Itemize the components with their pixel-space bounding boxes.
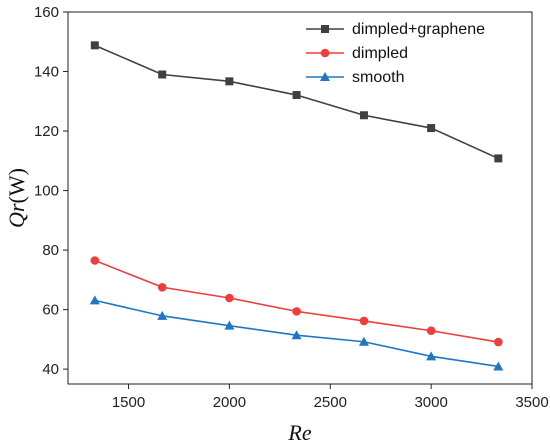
legend-label: smooth (352, 69, 404, 86)
legend: dimpled+graphene dimpled smooth (306, 21, 485, 86)
y-tick-label: 120 (34, 123, 59, 140)
y-tick-label: 160 (34, 4, 59, 21)
series-dimpled (90, 256, 503, 347)
y-tick-label: 140 (34, 64, 59, 81)
y-axis-title-quantity: Qr (4, 203, 29, 228)
legend-marker (320, 72, 330, 81)
y-tick-label: 100 (34, 183, 59, 200)
series-line-dimpled (94, 259, 499, 343)
x-tick-label: 3000 (414, 394, 447, 411)
data-point-dimpled-graphene (90, 41, 99, 50)
series-line-dimpled-graphene (94, 44, 499, 160)
legend-marker (320, 48, 330, 58)
axis-ticks: 1500 2000 2500 3000 3500 40 60 80 100 120 140 160 (34, 4, 549, 411)
data-point-dimpled (426, 326, 436, 336)
series-dimpled-graphene (90, 41, 503, 163)
data-point-dimpled-graphene (359, 111, 368, 120)
data-point-dimpled-graphene (158, 70, 167, 79)
series-layer (89, 41, 504, 371)
x-tick-label: 2000 (213, 394, 246, 411)
x-axis-title: Re (287, 420, 311, 445)
data-point-dimpled (225, 293, 234, 303)
series-smooth (89, 295, 504, 371)
data-point-smooth (426, 351, 437, 361)
data-point-dimpled (494, 337, 503, 347)
data-point-dimpled-graphene (427, 124, 436, 133)
legend-label: dimpled (352, 45, 408, 62)
data-point-dimpled-graphene (292, 91, 301, 100)
x-tick-label: 2500 (314, 394, 347, 411)
data-point-smooth (157, 310, 168, 320)
legend-label: dimpled+graphene (352, 21, 485, 38)
data-point-smooth (224, 320, 235, 330)
data-point-dimpled (90, 256, 100, 265)
y-tick-label: 40 (42, 361, 59, 378)
data-point-dimpled (157, 282, 167, 292)
y-tick-label: 60 (42, 302, 59, 319)
x-tick-label: 1500 (112, 394, 145, 411)
y-axis-title: Qr(W) (4, 168, 29, 228)
data-point-smooth (291, 330, 302, 340)
data-point-dimpled (292, 307, 301, 316)
data-point-smooth (89, 295, 100, 305)
data-point-smooth (358, 336, 369, 346)
data-point-dimpled-graphene (225, 77, 234, 86)
data-point-dimpled-graphene (494, 154, 503, 163)
data-point-dimpled (359, 316, 369, 326)
legend-marker (321, 25, 329, 33)
x-tick-label: 3500 (515, 394, 548, 411)
y-tick-label: 80 (42, 242, 59, 259)
plot-frame (67, 11, 533, 385)
legend-entry-dimpled: dimpled (306, 45, 408, 62)
legend-entry-smooth: smooth (306, 69, 404, 86)
y-axis-title-unit: (W) (4, 168, 29, 203)
legend-entry-dimpled-graphene: dimpled+graphene (306, 21, 485, 38)
data-point-smooth (493, 361, 504, 371)
